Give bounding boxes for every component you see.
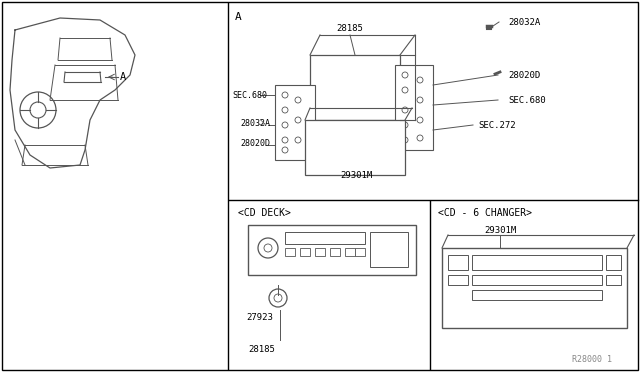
Text: 27923: 27923 xyxy=(246,314,273,323)
Bar xyxy=(472,275,602,285)
Text: R28000 1: R28000 1 xyxy=(572,356,612,365)
Text: 29301M: 29301M xyxy=(484,225,516,234)
Text: 28020D: 28020D xyxy=(508,71,540,80)
Text: 28020D: 28020D xyxy=(240,138,270,148)
Bar xyxy=(448,255,468,270)
Text: 28032A: 28032A xyxy=(240,119,270,128)
Bar xyxy=(355,248,365,256)
Bar xyxy=(395,65,433,150)
Bar xyxy=(442,248,627,328)
Bar xyxy=(472,290,602,300)
Bar xyxy=(345,248,355,256)
Bar xyxy=(285,232,365,244)
Text: 29301M: 29301M xyxy=(340,170,372,180)
Text: A: A xyxy=(120,72,126,82)
Bar xyxy=(315,248,325,256)
Text: <CD - 6 CHANGER>: <CD - 6 CHANGER> xyxy=(438,208,532,218)
Bar xyxy=(448,275,468,285)
Bar xyxy=(305,120,405,175)
Text: 28185: 28185 xyxy=(337,23,364,32)
Bar xyxy=(310,55,400,120)
Bar xyxy=(330,248,340,256)
Bar xyxy=(606,255,621,270)
Text: SEC.680: SEC.680 xyxy=(232,90,267,99)
Bar xyxy=(300,248,310,256)
Bar xyxy=(248,225,416,275)
Text: <CD DECK>: <CD DECK> xyxy=(238,208,291,218)
Bar xyxy=(472,255,602,270)
Text: A: A xyxy=(235,12,242,22)
Text: SEC.272: SEC.272 xyxy=(478,121,516,129)
Bar xyxy=(285,248,295,256)
Bar xyxy=(370,232,408,267)
Text: SEC.680: SEC.680 xyxy=(508,96,546,105)
Bar xyxy=(275,85,315,160)
Bar xyxy=(606,275,621,285)
Text: 28185: 28185 xyxy=(248,346,275,355)
Text: 28032A: 28032A xyxy=(508,17,540,26)
